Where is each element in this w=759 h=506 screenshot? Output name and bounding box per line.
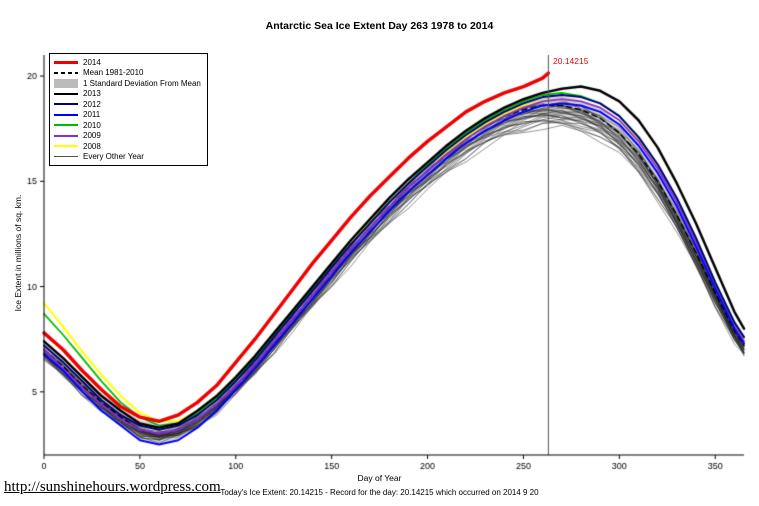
legend-item-every-other-year: Every Other Year bbox=[54, 152, 201, 163]
legend-swatch-mean bbox=[54, 71, 78, 74]
legend-item-2011: 2011 bbox=[54, 110, 201, 121]
legend-swatch-2011 bbox=[54, 113, 78, 116]
legend-swatch-std-dev bbox=[54, 78, 78, 88]
credit-link[interactable]: http://sunshinehours.wordpress.com bbox=[4, 479, 221, 495]
record-value-annotation: 20.14215 bbox=[553, 56, 589, 66]
legend-item-std-dev: 1 Standard Deviation From Mean bbox=[54, 78, 201, 89]
legend-swatch-2012 bbox=[54, 103, 78, 106]
legend: 2014 Mean 1981-2010 1 Standard Deviation… bbox=[49, 53, 208, 166]
legend-swatch-every-other-year bbox=[54, 156, 78, 158]
legend-item-2009: 2009 bbox=[54, 131, 201, 142]
legend-swatch-2008 bbox=[54, 145, 78, 148]
footer-note: Today's Ice Extent: 20.14215 - Record fo… bbox=[220, 488, 539, 497]
legend-item-2013: 2013 bbox=[54, 89, 201, 100]
legend-swatch-2013 bbox=[54, 92, 78, 95]
legend-swatch-2009 bbox=[54, 134, 78, 137]
x-axis-label: Day of Year bbox=[357, 473, 402, 483]
legend-item-2008: 2008 bbox=[54, 141, 201, 152]
chart-title: Antarctic Sea Ice Extent Day 263 1978 to… bbox=[265, 20, 494, 32]
legend-swatch-2010 bbox=[54, 124, 78, 127]
legend-swatch-2014 bbox=[54, 60, 78, 64]
legend-item-mean: Mean 1981-2010 bbox=[54, 68, 201, 79]
legend-item-2012: 2012 bbox=[54, 99, 201, 110]
legend-item-2010: 2010 bbox=[54, 120, 201, 131]
y-axis-label: Ice Extent in millions of sq. km. bbox=[13, 194, 23, 312]
legend-item-2014: 2014 bbox=[54, 57, 201, 68]
